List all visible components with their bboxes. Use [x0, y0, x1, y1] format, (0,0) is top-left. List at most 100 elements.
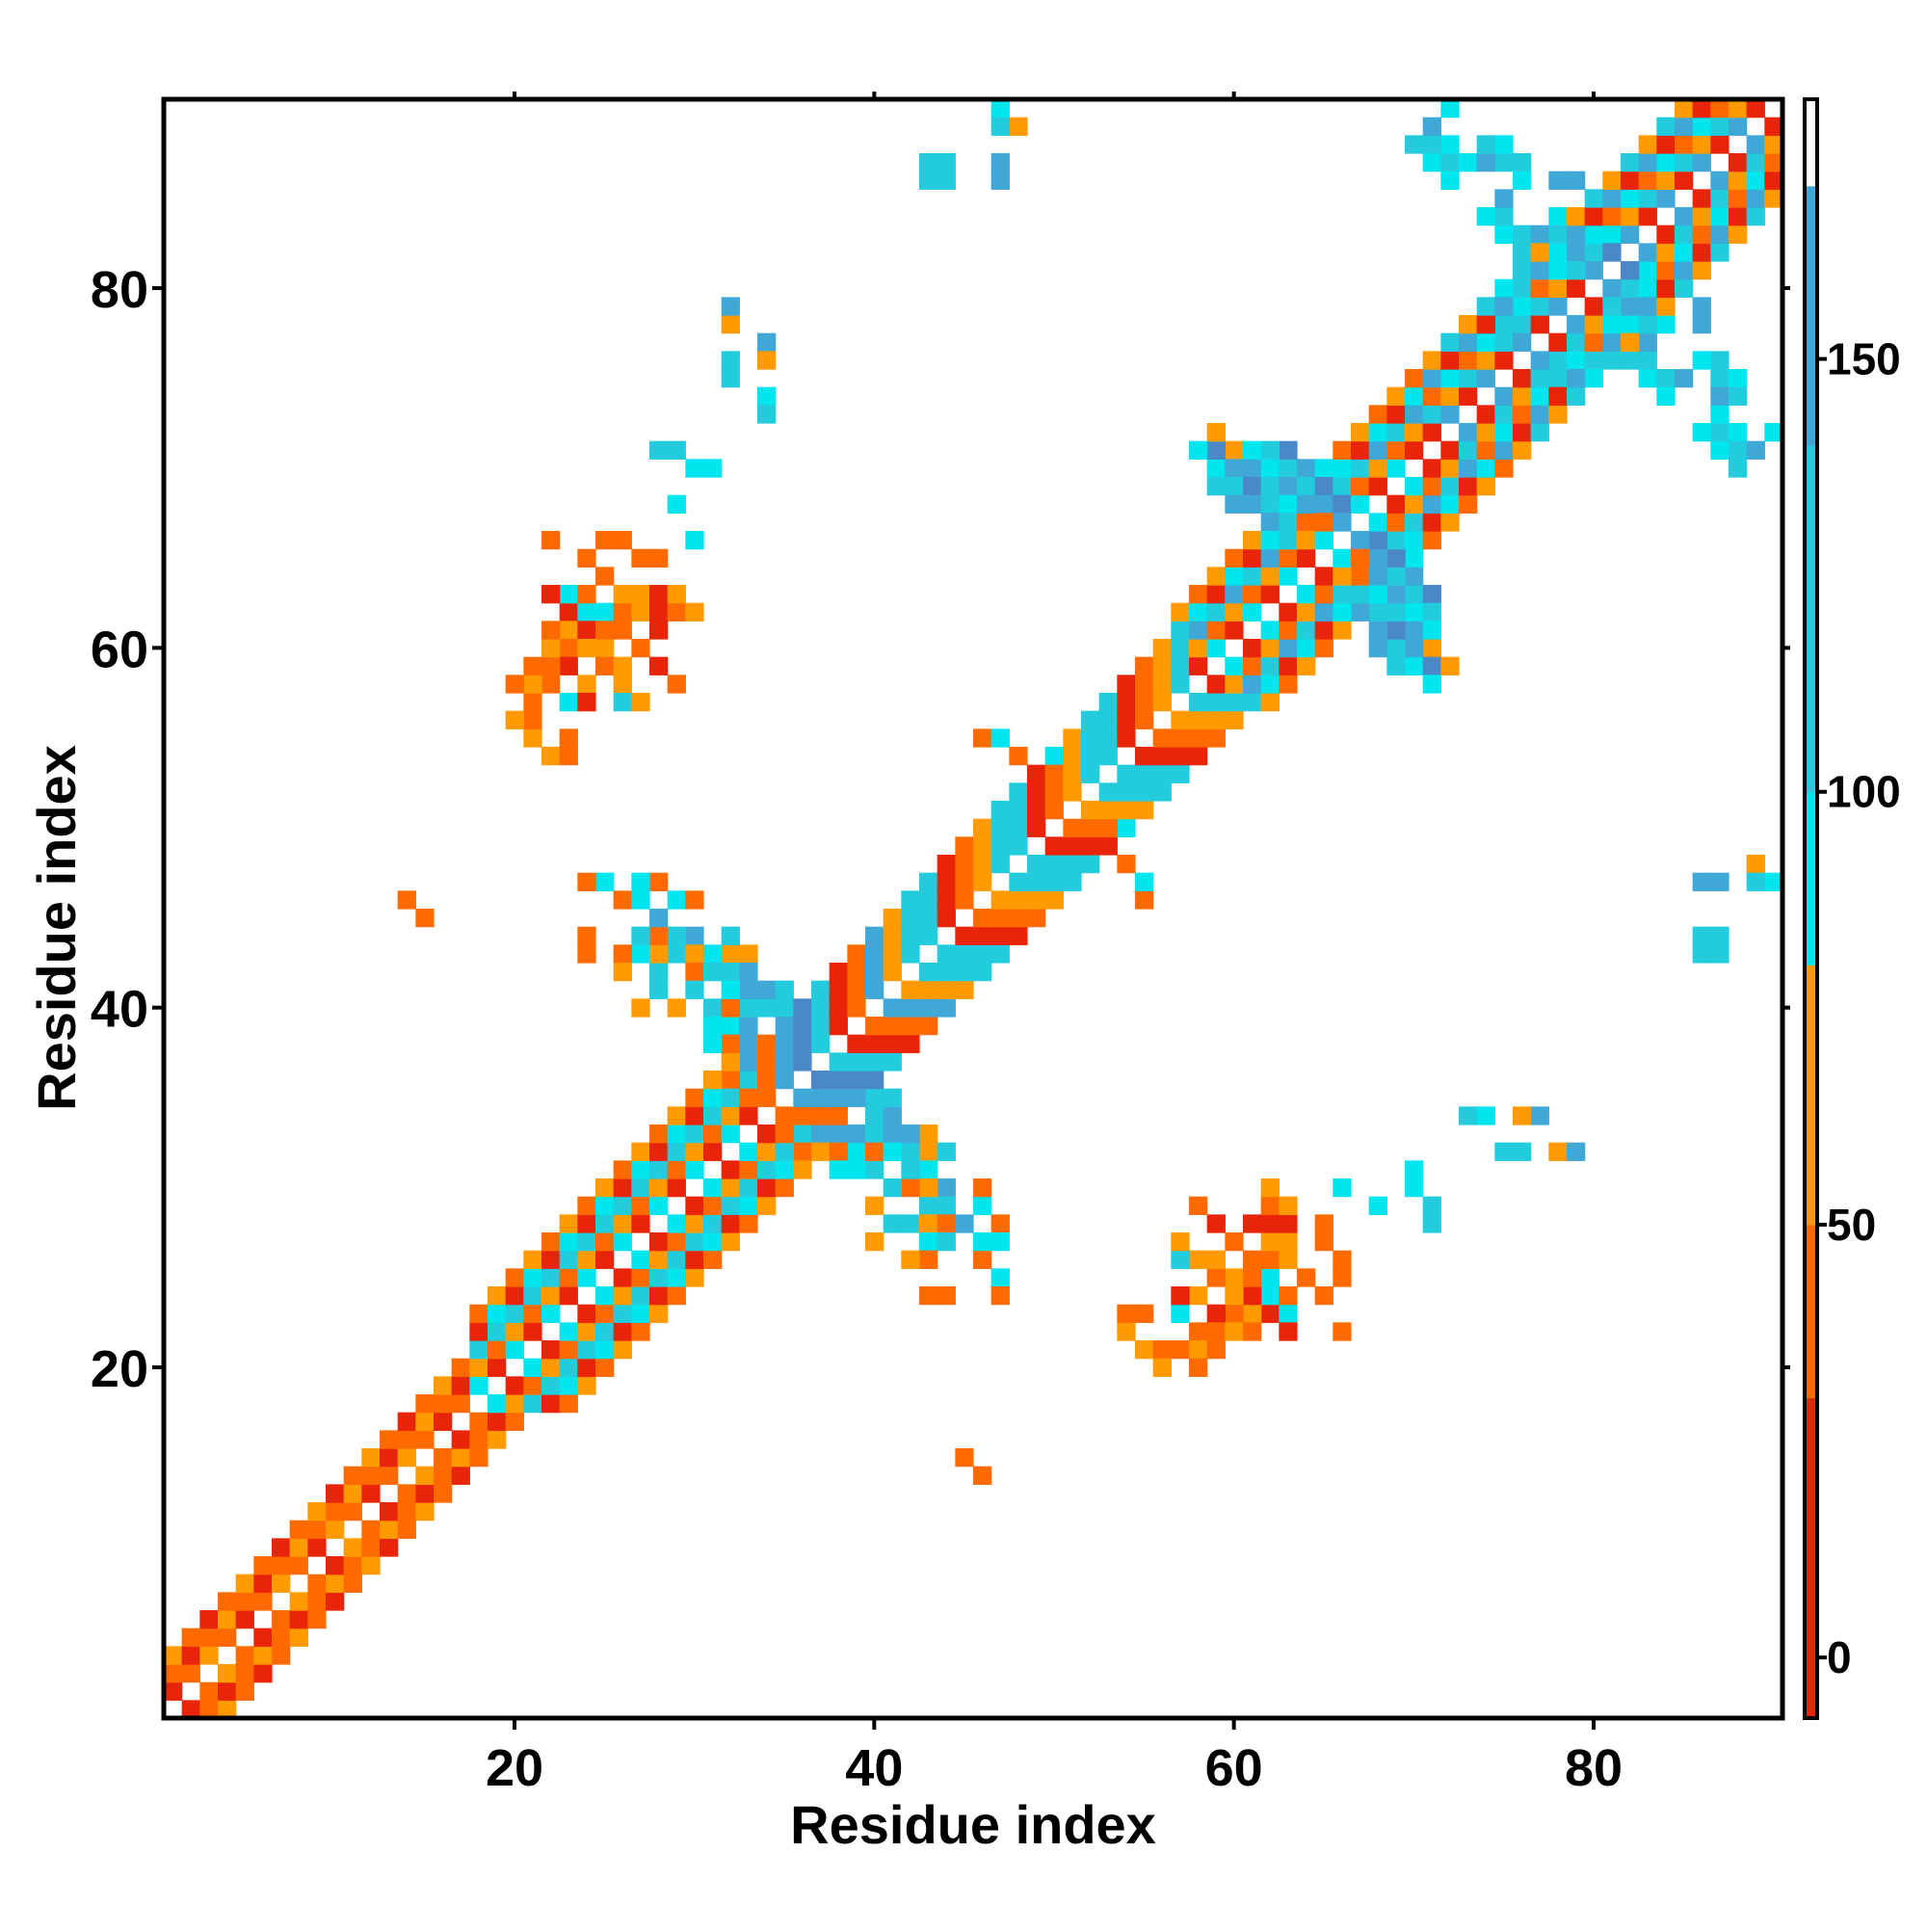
- heatmap-cell: [1081, 801, 1100, 820]
- heatmap-cell: [901, 944, 920, 964]
- heatmap-cell: [1494, 135, 1514, 154]
- heatmap-cell: [541, 1268, 561, 1287]
- heatmap-cell: [307, 1520, 327, 1539]
- heatmap-cell: [667, 944, 686, 964]
- heatmap-cell: [1314, 513, 1333, 532]
- heatmap-cell: [1171, 728, 1190, 748]
- heatmap-cell: [1584, 225, 1603, 244]
- heatmap-cell: [685, 926, 704, 945]
- heatmap-cell: [937, 998, 956, 1018]
- heatmap-cell: [1135, 764, 1154, 783]
- heatmap-cell: [973, 872, 992, 891]
- heatmap-cell: [990, 909, 1010, 928]
- heatmap-cell: [1422, 585, 1441, 604]
- heatmap-cell: [1494, 225, 1514, 244]
- heatmap-cell: [451, 1394, 470, 1414]
- heatmap-cell: [1548, 351, 1568, 370]
- heatmap-cell: [541, 1250, 561, 1269]
- heatmap-cell: [1027, 818, 1046, 837]
- heatmap-cell: [577, 1250, 596, 1269]
- heatmap-cell: [1009, 117, 1028, 136]
- heatmap-cell: [1081, 836, 1100, 856]
- heatmap-cell: [883, 1052, 902, 1072]
- heatmap-cell: [1746, 872, 1765, 891]
- heatmap-cell: [289, 1628, 308, 1647]
- heatmap-cell: [253, 1592, 273, 1611]
- heatmap-cell: [1206, 567, 1226, 586]
- heatmap-cell: [1602, 315, 1622, 334]
- heatmap-cell: [793, 998, 812, 1018]
- heatmap-cell: [1476, 440, 1495, 460]
- heatmap-cell: [469, 1376, 488, 1395]
- heatmap-cell: [775, 1142, 794, 1161]
- heatmap-cell: [1225, 1232, 1244, 1252]
- heatmap-cell: [1710, 189, 1729, 208]
- heatmap-cell: [1260, 567, 1280, 586]
- heatmap-cell: [919, 890, 938, 910]
- heatmap-cell: [1081, 747, 1100, 766]
- heatmap-cell: [415, 1484, 435, 1503]
- heatmap-cell: [1171, 1232, 1190, 1252]
- heatmap-cell: [1422, 351, 1441, 370]
- heatmap-cell: [1567, 261, 1586, 280]
- heatmap-cell: [469, 1340, 488, 1360]
- heatmap-cell: [1279, 1214, 1298, 1233]
- heatmap-cell: [1351, 585, 1370, 604]
- heatmap-cell: [1206, 1322, 1226, 1341]
- heatmap-cell: [775, 1052, 794, 1072]
- heatmap-cell: [1638, 332, 1657, 352]
- heatmap-cell: [577, 1232, 596, 1252]
- y-tick-label: 80: [91, 261, 148, 319]
- heatmap-cell: [739, 1071, 758, 1090]
- heatmap-cell: [595, 1232, 615, 1252]
- heatmap-cell: [1567, 351, 1586, 370]
- heatmap-cell: [937, 1196, 956, 1215]
- heatmap-cell: [1513, 297, 1532, 316]
- heatmap-cell: [1171, 675, 1190, 694]
- heatmap-cell: [1063, 782, 1082, 802]
- heatmap-cell: [1548, 278, 1568, 298]
- heatmap-cell: [1422, 621, 1441, 640]
- heatmap-cell: [559, 1214, 578, 1233]
- heatmap-cell: [811, 1071, 831, 1090]
- heatmap-cell: [343, 1466, 362, 1485]
- heatmap-cell: [253, 1574, 273, 1593]
- heatmap-cell: [1621, 297, 1640, 316]
- heatmap-cell: [307, 1538, 327, 1557]
- heatmap-cell: [919, 998, 938, 1018]
- heatmap-cell: [218, 1592, 237, 1611]
- heatmap-cell: [1333, 1178, 1352, 1198]
- heatmap-cell: [1548, 243, 1568, 262]
- heatmap-cell: [919, 909, 938, 928]
- heatmap-cell: [883, 1178, 902, 1198]
- heatmap-cell: [1260, 585, 1280, 604]
- heatmap-cell: [973, 1196, 992, 1215]
- heatmap-cell: [1422, 1214, 1441, 1233]
- heatmap-cell: [739, 1017, 758, 1036]
- heatmap-cell: [272, 1628, 291, 1647]
- heatmap-cell: [541, 1232, 561, 1252]
- heatmap-cell: [559, 1394, 578, 1414]
- heatmap-cell: [1584, 207, 1603, 226]
- heatmap-cell: [667, 585, 686, 604]
- heatmap-cell: [1225, 710, 1244, 729]
- heatmap-cell: [1279, 656, 1298, 675]
- heatmap-cell: [1692, 243, 1711, 262]
- heatmap-cell: [919, 872, 938, 891]
- heatmap-cell: [434, 1412, 453, 1431]
- heatmap-cell: [1405, 1160, 1424, 1179]
- heatmap-cell: [613, 1322, 632, 1341]
- heatmap-cell: [541, 656, 561, 675]
- colorbar: 0 50 100 150: [1803, 97, 1901, 1720]
- heatmap-cell: [1675, 278, 1694, 298]
- heatmap-cell: [326, 1502, 345, 1522]
- heatmap-cell: [326, 1574, 345, 1593]
- colorbar-band: [1805, 99, 1817, 187]
- heatmap-cell: [1098, 710, 1118, 729]
- heatmap-cell: [1189, 693, 1208, 712]
- heatmap-cell: [1405, 423, 1424, 442]
- heatmap-cell: [973, 1466, 992, 1485]
- heatmap-cell: [1710, 207, 1729, 226]
- heatmap-cell: [1567, 171, 1586, 190]
- heatmap-cell: [883, 944, 902, 964]
